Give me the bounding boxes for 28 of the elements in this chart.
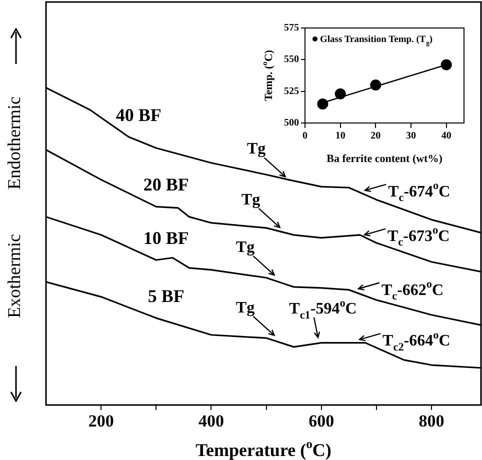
text: Exothermic xyxy=(4,234,24,318)
x-tick-label: 800 xyxy=(418,412,444,431)
text: Endothermic xyxy=(4,96,24,190)
y-tick-label: 550 xyxy=(284,54,299,66)
point xyxy=(317,98,328,110)
series-label: 5 BF xyxy=(148,286,184,306)
x-tick-label: 600 xyxy=(308,412,334,431)
y-tick-label: 575 xyxy=(284,22,299,34)
x-tick-label: 20 xyxy=(370,130,381,142)
y-tick-label: 525 xyxy=(284,86,299,97)
point xyxy=(440,59,452,70)
y-tick-label: 500 xyxy=(284,118,299,129)
point xyxy=(370,80,382,90)
x-axis-title: Ba ferrite content (wt%) xyxy=(326,153,443,165)
x-tick-label: 10 xyxy=(335,130,346,142)
x-tick-label: 400 xyxy=(198,412,224,431)
annotation: Tg xyxy=(236,299,255,316)
series-label: 40 BF xyxy=(116,104,162,125)
series-label: 10 BF xyxy=(143,228,189,248)
x-tick-label: 30 xyxy=(406,130,416,142)
x-tick-label: 40 xyxy=(441,130,452,142)
series-label: 20 BF xyxy=(143,174,189,195)
x-tick-label: 200 xyxy=(88,412,114,431)
point xyxy=(334,88,346,100)
x-tick-label: 0 xyxy=(302,130,308,142)
annotation: Tg xyxy=(236,239,255,256)
annotation: Tg xyxy=(241,191,260,208)
annotation: Tg xyxy=(246,140,266,158)
